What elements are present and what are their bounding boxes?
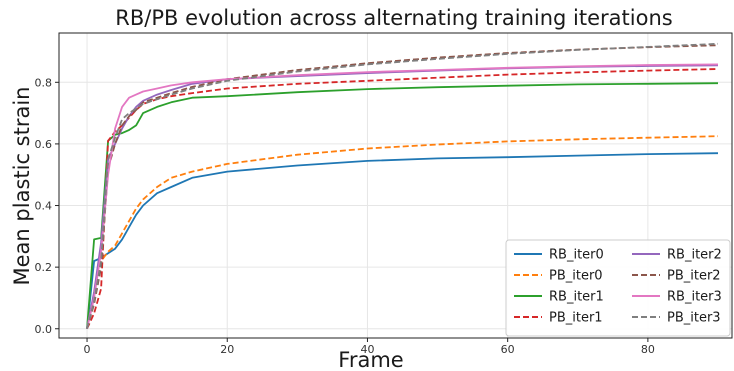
y-tick-label: 0.2 <box>35 261 53 274</box>
y-tick-label: 0.0 <box>35 323 53 336</box>
legend-label: PB_iter0 <box>549 269 603 284</box>
legend-box <box>505 239 731 337</box>
y-tick-label: 0.4 <box>35 200 53 213</box>
legend-label: PB_iter3 <box>667 311 721 326</box>
chart-title: RB/PB evolution across alternating train… <box>115 6 672 30</box>
x-axis-label: Frame <box>338 348 403 371</box>
x-tick-label: 0 <box>84 343 91 356</box>
series-lines <box>86 42 719 330</box>
legend-label: RB_iter1 <box>549 290 604 305</box>
series-line-pb-iter3 <box>86 42 719 330</box>
series-line-pb-iter0 <box>86 135 719 330</box>
series-line-rb-iter3 <box>86 63 719 330</box>
y-tick-label: 0.6 <box>35 138 53 151</box>
legend-label: RB_iter3 <box>667 290 722 305</box>
legend-label: RB_iter0 <box>549 248 604 263</box>
x-tick-label: 80 <box>641 343 655 356</box>
axis-ticks: 0 20 40 60 80 0.0 0.2 0.4 0.6 0.8 <box>35 76 655 356</box>
y-tick-label: 0.8 <box>35 76 53 89</box>
x-tick-label: 60 <box>501 343 515 356</box>
plot-area-frame <box>58 32 733 339</box>
legend-label: PB_iter2 <box>667 269 721 284</box>
x-tick-label: 20 <box>220 343 234 356</box>
legend-label: RB_iter2 <box>667 248 722 263</box>
legend-label: PB_iter1 <box>549 311 603 326</box>
grid <box>59 33 732 338</box>
series-line-rb-iter0 <box>86 152 719 329</box>
x-tick-label: 40 <box>360 343 374 356</box>
legend: RB_iter0 PB_iter0 RB_iter1 PB_iter1 RB_iter2… <box>505 239 731 337</box>
y-axis-label: Mean plastic strain <box>10 87 34 286</box>
